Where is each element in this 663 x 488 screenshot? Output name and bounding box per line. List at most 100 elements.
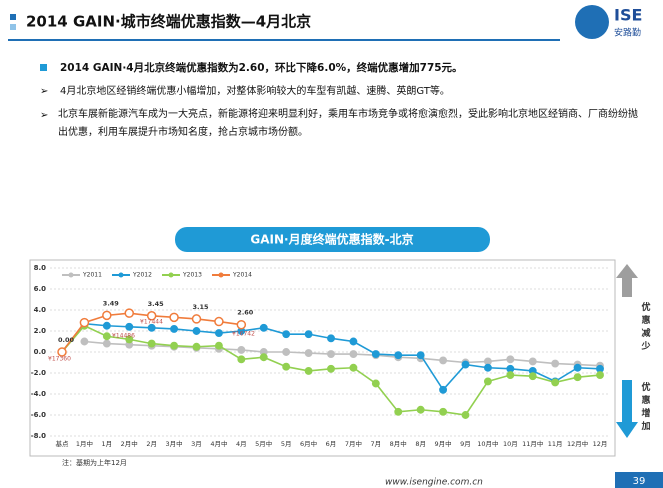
x-tick-label: 11月中 (522, 439, 543, 448)
page-box (615, 472, 663, 488)
point (304, 330, 313, 339)
annotation: ¥16742 (232, 331, 255, 338)
x-tick-label: 基点 (56, 439, 70, 448)
bullet-icon: ➢ (40, 86, 48, 97)
point (214, 341, 223, 350)
x-tick-label: 3月 (191, 440, 202, 448)
point (416, 351, 425, 360)
point (461, 360, 470, 369)
point (506, 371, 515, 380)
arrow-up (616, 264, 638, 297)
plot-frame (29, 259, 616, 457)
point (371, 379, 380, 388)
chart-title-pill (175, 227, 490, 252)
point (147, 323, 156, 332)
point (371, 350, 380, 359)
value-label: 3.15 (192, 303, 209, 311)
x-tick-label: 1月中 (76, 439, 93, 448)
annotation: ¥17444 (140, 319, 163, 326)
point (528, 357, 537, 366)
x-tick-label: 7月 (371, 440, 382, 448)
legend-label: Y2014 (232, 272, 252, 279)
point (573, 373, 582, 382)
bullet-icon (40, 64, 47, 71)
point (506, 364, 515, 373)
deco (10, 14, 16, 20)
point (282, 348, 291, 356)
y-tick-label: 2.0 (34, 327, 47, 335)
y-tick-label: -2.0 (31, 369, 46, 377)
x-tick-label: 5月中 (255, 439, 272, 448)
point (282, 362, 291, 371)
footer-url: www.isengine.com.cn (385, 478, 483, 488)
x-tick-label: 3月中 (166, 439, 183, 448)
deco (10, 24, 16, 30)
legend-marker (68, 272, 74, 278)
bullet-box: 北京车展新能源汽车成为一大亮点，新能源将迎来明显利好，乘用车市场竞争或将愈演愈烈… (58, 109, 638, 138)
legend-label: Y2012 (132, 272, 152, 279)
point (102, 321, 111, 330)
x-tick-label: 8月中 (390, 439, 407, 448)
x-tick-label: 6月 (326, 440, 337, 448)
x-tick-label: 11月 (548, 440, 563, 448)
point (349, 363, 358, 372)
point (259, 353, 268, 362)
point (237, 355, 246, 364)
y-tick-label: 0.0 (34, 348, 47, 356)
point (102, 332, 111, 341)
point (102, 310, 112, 321)
y-tick-label: -8.0 (31, 432, 46, 440)
point (327, 364, 335, 373)
x-tick-label: 12月中 (567, 439, 588, 448)
bullet: 2014 GAIN·4月北京终端优惠指数为2.60，环比下降6.0%，终端优惠增… (60, 61, 463, 74)
y-tick-label: 6.0 (34, 285, 47, 293)
y-tick-label: 4.0 (34, 306, 47, 314)
point (259, 323, 268, 332)
point (551, 359, 560, 368)
point (394, 351, 403, 360)
chart-title: GAIN·月度终端优惠指数-北京 (250, 232, 413, 247)
point (192, 327, 201, 335)
point (125, 322, 134, 331)
point (483, 377, 492, 386)
point (304, 349, 313, 357)
point (124, 308, 134, 318)
point (596, 364, 604, 373)
point (506, 355, 515, 364)
arrow-down (616, 380, 638, 438)
point (237, 345, 246, 354)
point (349, 350, 358, 359)
slide-title: 2014 GAIN·城市终端优惠指数—4月北京 (26, 13, 311, 31)
y-tick-label: -4.0 (31, 390, 46, 398)
point (214, 316, 224, 327)
logo: ISE (614, 6, 642, 25)
point (483, 357, 492, 366)
x-tick-label: 9月 (460, 440, 471, 448)
point (282, 330, 291, 339)
x-tick-label: 10月中 (477, 439, 498, 448)
x-tick-label: 1月 (102, 440, 113, 448)
point (57, 347, 67, 357)
point (236, 319, 247, 330)
value-label: 3.45 (148, 300, 165, 308)
logo-mark (575, 5, 609, 39)
point (439, 385, 448, 394)
point (551, 378, 560, 387)
point (461, 411, 470, 419)
bullet: 北京车展新能源汽车成为一大亮点，新能源将迎来明显利好，乘用车市场竞争或将愈演愈烈… (58, 109, 638, 138)
value-label: 0.00 (58, 336, 75, 344)
legend-label: Y2013 (182, 272, 202, 279)
point (79, 317, 90, 328)
x-tick-label: 6月中 (300, 439, 317, 448)
point (483, 363, 492, 372)
point (191, 314, 202, 324)
bullet: 4月北京地区经销终端优惠小幅增加，对整体影响较大的车型有凯越、速腾、英朗GT等。 (60, 84, 450, 97)
legend-marker (168, 272, 174, 278)
x-tick-label: 12月 (593, 440, 608, 448)
point (416, 405, 425, 414)
point (147, 339, 156, 348)
point (327, 350, 335, 359)
point (327, 334, 335, 343)
point (394, 407, 403, 416)
